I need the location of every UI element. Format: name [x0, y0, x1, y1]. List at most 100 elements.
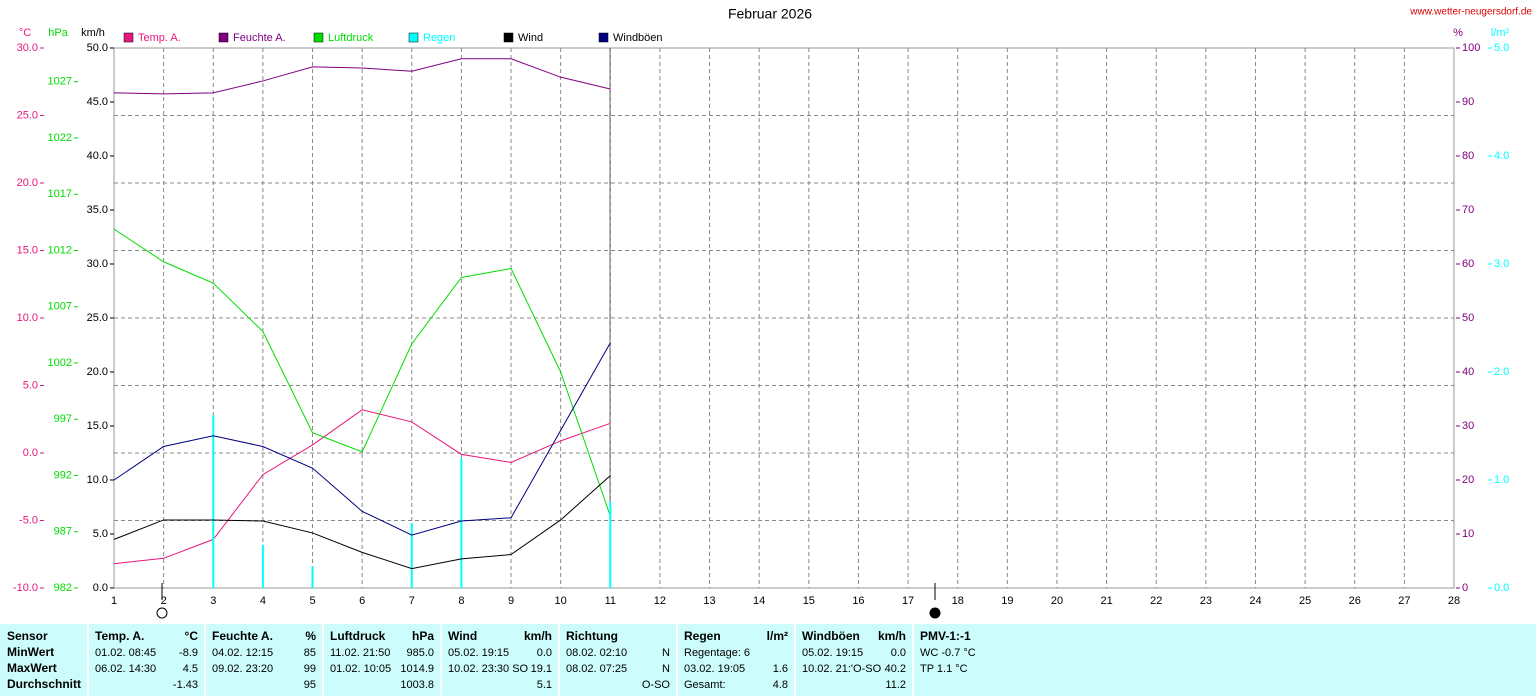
rain-bar — [460, 458, 463, 588]
table-cell: 09.02. 23:20 — [212, 663, 273, 675]
table-bg — [0, 624, 1536, 696]
table-cell: Regentage: 6 — [684, 647, 750, 659]
rain-bar — [609, 501, 612, 588]
x-tick-label: 11 — [605, 595, 616, 607]
y-tick-label: 70 — [1462, 204, 1474, 216]
table-cell: hPa — [412, 629, 434, 643]
table-cell: Windböen — [802, 629, 860, 643]
y-tick-label: 0 — [1462, 582, 1468, 594]
y-tick-label: 1022 — [48, 132, 72, 144]
y-tick-label: 3.0 — [1494, 258, 1509, 270]
axis-unit: l/m² — [1491, 27, 1510, 39]
table-cell: Wind — [448, 629, 477, 643]
y-tick-label: 4.0 — [1494, 150, 1509, 162]
x-tick-label: 13 — [703, 595, 715, 607]
series-line — [113, 409, 611, 565]
x-tick-label: 9 — [508, 595, 514, 607]
legend-swatch — [503, 32, 514, 43]
axis-unit: % — [1453, 27, 1463, 39]
table-cell: Gesamt: — [684, 679, 726, 691]
y-tick-label: 50.0 — [87, 42, 108, 54]
x-tick-label: 14 — [753, 595, 765, 607]
table-cell: 04.02. 12:15 — [212, 647, 273, 659]
table-cell: Feuchte A. — [212, 629, 273, 643]
x-tick-label: 7 — [409, 595, 415, 607]
y-tick-label: 0.0 — [1494, 582, 1509, 594]
table-cell: 985.0 — [406, 647, 434, 659]
y-tick-label: 10.0 — [87, 474, 108, 486]
x-tick-label: 16 — [852, 595, 864, 607]
table-cell: 08.02. 02:10 — [566, 647, 627, 659]
table-cell: Durchschnitt — [7, 677, 81, 691]
table-cell: 4.8 — [773, 679, 788, 691]
table-cell: Temp. A. — [95, 629, 144, 643]
x-tick-label: 27 — [1398, 595, 1410, 607]
table-cell: N — [662, 663, 670, 675]
x-tick-label: 28 — [1448, 595, 1460, 607]
legend-swatch — [123, 32, 134, 43]
moon-markers — [156, 583, 941, 619]
x-tick-label: 2 — [161, 595, 167, 607]
y-tick-label: 992 — [54, 469, 72, 481]
y-tick-label: 40.0 — [87, 150, 108, 162]
legend-label: Windböen — [613, 32, 663, 44]
y-tick-label: 10.0 — [17, 312, 38, 324]
x-tick-label: 4 — [260, 595, 266, 607]
grid — [114, 48, 1454, 588]
legend-label: Regen — [423, 32, 455, 44]
table-cell: 11.02. 21:50 — [330, 647, 390, 659]
table-cell: °C — [185, 629, 199, 643]
x-tick-label: 19 — [1001, 595, 1013, 607]
rain-bar — [212, 415, 215, 588]
table-cell: l/m² — [767, 629, 788, 643]
y-tick-label: -5.0 — [19, 514, 38, 526]
table-cell: 0.0 — [537, 647, 552, 659]
x-tick-label: 8 — [458, 595, 464, 607]
y-tick-label: 30 — [1462, 420, 1474, 432]
y-tick-label: 25.0 — [17, 109, 38, 121]
table-cell: TP 1.1 °C — [920, 663, 968, 675]
legend-label: Temp. A. — [138, 32, 181, 44]
table-cell: WC -0.7 °C — [920, 647, 976, 659]
y-tick-label: 1007 — [48, 301, 72, 313]
y-tick-label: 987 — [54, 526, 72, 538]
axis-unit: km/h — [81, 27, 105, 39]
table-cell: 19.1 — [531, 663, 552, 675]
y-tick-label: -10.0 — [13, 582, 38, 594]
table-cell: 03.02. 19:05 — [684, 663, 745, 675]
x-tick-label: 25 — [1299, 595, 1311, 607]
table-cell: % — [305, 629, 316, 643]
table-cell: 01.02. 10:05 — [330, 663, 391, 675]
x-tick-label: 26 — [1349, 595, 1361, 607]
table-cell: Sensor — [7, 629, 48, 643]
table-cell: Luftdruck — [330, 629, 386, 643]
y-tick-label: 2.0 — [1494, 366, 1509, 378]
table-cell: 11.2 — [885, 679, 906, 691]
legend-swatch — [218, 32, 229, 43]
rain-bar — [261, 544, 264, 588]
x-tick-label: 10 — [555, 595, 567, 607]
table-cell: 1.6 — [773, 663, 788, 675]
y-tick-label: 1012 — [48, 244, 72, 256]
series-line — [113, 58, 611, 95]
y-tick-label: 50 — [1462, 312, 1474, 324]
rain-bar — [410, 523, 413, 588]
y-tick-label: 982 — [54, 582, 72, 594]
y-tick-label: 80 — [1462, 150, 1474, 162]
table-cell: -1.43 — [173, 679, 198, 691]
x-tick-label: 21 — [1100, 595, 1112, 607]
y-tick-label: 45.0 — [87, 96, 108, 108]
table-cell: MinWert — [7, 645, 54, 659]
new-moon — [929, 607, 941, 619]
table-cell: 06.02. 14:30 — [95, 663, 156, 675]
table-cell: 5.1 — [537, 679, 552, 691]
y-tick-label: 997 — [54, 413, 72, 425]
legend-label: Luftdruck — [328, 32, 374, 44]
table-cell: 95 — [304, 679, 316, 691]
table-cell: 1003.8 — [400, 679, 434, 691]
y-tick-label: 30.0 — [87, 258, 108, 270]
table-cell: 85 — [304, 647, 316, 659]
table-cell: 1014.9 — [400, 663, 434, 675]
x-tick-label: 6 — [359, 595, 365, 607]
